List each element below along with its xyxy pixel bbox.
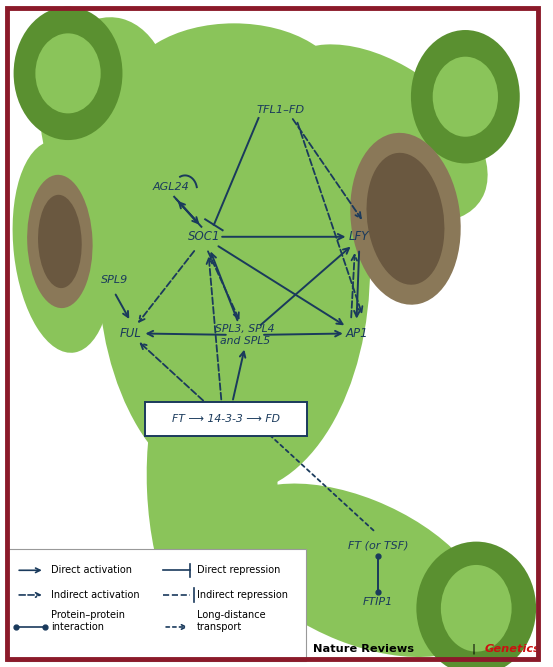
Ellipse shape (411, 30, 520, 163)
Ellipse shape (35, 33, 101, 113)
FancyBboxPatch shape (7, 549, 306, 661)
Ellipse shape (147, 327, 278, 647)
Text: LFY: LFY (349, 230, 369, 243)
Text: Genetics: Genetics (484, 644, 540, 654)
Text: FT (or TSF): FT (or TSF) (348, 541, 409, 550)
Text: AP1: AP1 (345, 327, 368, 340)
Text: SPL3, SPL4
and SPL5: SPL3, SPL4 and SPL5 (215, 324, 275, 346)
Text: |: | (472, 643, 476, 654)
Text: interaction: interaction (51, 622, 104, 632)
Ellipse shape (40, 17, 172, 203)
Text: Long-distance: Long-distance (197, 610, 265, 620)
FancyBboxPatch shape (144, 402, 307, 436)
Ellipse shape (226, 484, 487, 657)
Text: FUL: FUL (119, 327, 142, 340)
Ellipse shape (38, 195, 82, 288)
Text: FTIP1: FTIP1 (363, 597, 393, 606)
Text: Indirect repression: Indirect repression (197, 590, 288, 600)
Text: Indirect activation: Indirect activation (51, 590, 140, 600)
Text: Direct activation: Direct activation (51, 566, 132, 575)
Ellipse shape (441, 565, 512, 652)
Text: AGL24: AGL24 (153, 182, 190, 191)
Text: FT ⟶ 14-3-3 ⟶ FD: FT ⟶ 14-3-3 ⟶ FD (172, 414, 280, 424)
Ellipse shape (125, 23, 343, 157)
Ellipse shape (416, 542, 536, 667)
Text: transport: transport (197, 622, 242, 632)
Ellipse shape (350, 133, 461, 305)
Text: Direct repression: Direct repression (197, 566, 280, 575)
Ellipse shape (274, 45, 488, 222)
Text: SPL9: SPL9 (101, 275, 128, 285)
Text: Nature Reviews: Nature Reviews (313, 644, 414, 654)
Ellipse shape (367, 153, 445, 285)
Text: SOC1: SOC1 (188, 230, 220, 243)
Ellipse shape (27, 175, 92, 308)
Ellipse shape (432, 57, 498, 137)
Ellipse shape (98, 40, 370, 494)
Text: Protein–protein: Protein–protein (51, 610, 125, 620)
Ellipse shape (13, 141, 113, 353)
Text: TFL1–FD: TFL1–FD (256, 105, 304, 115)
Ellipse shape (14, 7, 122, 140)
